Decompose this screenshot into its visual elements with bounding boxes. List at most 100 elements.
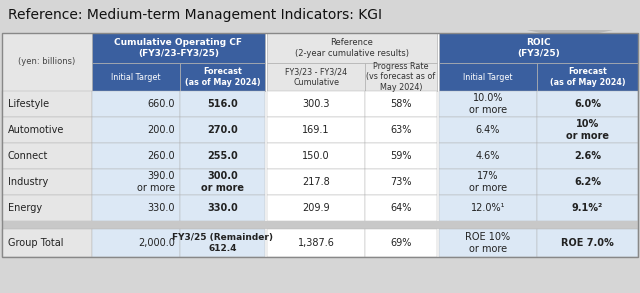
Text: 300.0
or more: 300.0 or more [201, 171, 244, 193]
Bar [2, 143, 92, 169]
Text: 10%
or more: 10% or more [566, 119, 609, 141]
Bar [537, 91, 638, 117]
Text: 6.4%: 6.4% [476, 125, 500, 135]
Text: ROE 10%
or more: ROE 10% or more [465, 232, 511, 254]
Text: 2,000.0: 2,000.0 [138, 238, 175, 248]
Text: 6.2%: 6.2% [574, 177, 601, 187]
Text: 12.0%¹: 12.0%¹ [471, 203, 505, 213]
Bar [537, 229, 638, 257]
Bar [92, 33, 265, 63]
Text: 4.6%: 4.6% [476, 151, 500, 161]
Bar [439, 143, 537, 169]
Bar [92, 63, 180, 91]
Bar [92, 169, 180, 195]
Bar [537, 195, 638, 221]
Text: FY3/23 - FY3/24
Cumulative: FY3/23 - FY3/24 Cumulative [285, 67, 347, 87]
Text: (yen: billions): (yen: billions) [19, 57, 76, 67]
Text: 150.0: 150.0 [302, 151, 330, 161]
Bar [365, 195, 437, 221]
Bar [365, 117, 437, 143]
Text: 73%: 73% [390, 177, 412, 187]
Bar [2, 221, 638, 229]
Text: Group Total: Group Total [8, 238, 63, 248]
Text: Forecast
(as of May 2024): Forecast (as of May 2024) [185, 67, 260, 87]
Text: Energy: Energy [8, 203, 42, 213]
Text: 64%: 64% [390, 203, 412, 213]
Text: 169.1: 169.1 [302, 125, 330, 135]
Text: 660.0: 660.0 [147, 99, 175, 109]
Bar [267, 33, 437, 63]
Bar [92, 195, 180, 221]
Bar [92, 91, 180, 117]
Bar [267, 169, 365, 195]
Text: 330.0: 330.0 [147, 203, 175, 213]
Bar [2, 33, 638, 257]
Text: ROIC
(FY3/25): ROIC (FY3/25) [517, 38, 560, 58]
Text: 270.0: 270.0 [207, 125, 238, 135]
Bar [439, 169, 537, 195]
Bar [92, 143, 180, 169]
Text: 390.0
or more: 390.0 or more [137, 171, 175, 193]
Bar [439, 33, 638, 63]
Bar [267, 91, 365, 117]
Bar [365, 229, 437, 257]
Text: 59%: 59% [390, 151, 412, 161]
Bar [0, 0, 640, 30]
Bar [2, 91, 92, 117]
Bar [2, 195, 92, 221]
Bar [180, 143, 265, 169]
Bar [2, 33, 638, 257]
Text: 330.0: 330.0 [207, 203, 238, 213]
Text: 300.3: 300.3 [302, 99, 330, 109]
Text: 200.0: 200.0 [147, 125, 175, 135]
Bar [537, 63, 638, 91]
Text: Lifestyle: Lifestyle [8, 99, 49, 109]
Text: 58%: 58% [390, 99, 412, 109]
Text: 9.1%²: 9.1%² [572, 203, 603, 213]
Bar [365, 91, 437, 117]
Bar [92, 229, 180, 257]
Bar [180, 169, 265, 195]
Text: 6.0%: 6.0% [574, 99, 601, 109]
Text: 2.6%: 2.6% [574, 151, 601, 161]
Text: 1,387.6: 1,387.6 [298, 238, 335, 248]
Bar [180, 229, 265, 257]
Bar [180, 195, 265, 221]
Text: Reference
(2-year cumulative results): Reference (2-year cumulative results) [295, 38, 409, 58]
Text: Forecast
(as of May 2024): Forecast (as of May 2024) [550, 67, 625, 87]
Text: 69%: 69% [390, 238, 412, 248]
Text: 10.0%
or more: 10.0% or more [469, 93, 507, 115]
Text: 17%
or more: 17% or more [469, 171, 507, 193]
Bar [439, 229, 537, 257]
Bar [2, 117, 92, 143]
Text: 63%: 63% [390, 125, 412, 135]
Bar [365, 143, 437, 169]
Bar [439, 91, 537, 117]
Text: Cumulative Operating CF
(FY3/23-FY3/25): Cumulative Operating CF (FY3/23-FY3/25) [115, 38, 243, 58]
Bar [267, 117, 365, 143]
Bar [2, 33, 92, 91]
Bar [439, 117, 537, 143]
Bar [180, 117, 265, 143]
Text: Initial Target: Initial Target [111, 72, 161, 81]
Bar [439, 63, 537, 91]
Bar [537, 143, 638, 169]
Bar [2, 229, 92, 257]
Bar [92, 117, 180, 143]
Bar [365, 169, 437, 195]
Text: Initial Target: Initial Target [463, 72, 513, 81]
Text: 255.0: 255.0 [207, 151, 238, 161]
Text: FY3/25 (Remainder)
612.4: FY3/25 (Remainder) 612.4 [172, 233, 273, 253]
Text: 260.0: 260.0 [147, 151, 175, 161]
Bar [180, 63, 265, 91]
Bar [267, 229, 365, 257]
Bar [439, 195, 537, 221]
Text: Connect: Connect [8, 151, 49, 161]
Bar [180, 91, 265, 117]
Text: Reference: Medium-term Management Indicators: KGI: Reference: Medium-term Management Indica… [8, 8, 382, 22]
Text: 217.8: 217.8 [302, 177, 330, 187]
Bar [267, 195, 365, 221]
Text: Progress Rate
(vs forecast as of
May 2024): Progress Rate (vs forecast as of May 202… [366, 62, 436, 92]
Text: Industry: Industry [8, 177, 48, 187]
Bar [537, 117, 638, 143]
